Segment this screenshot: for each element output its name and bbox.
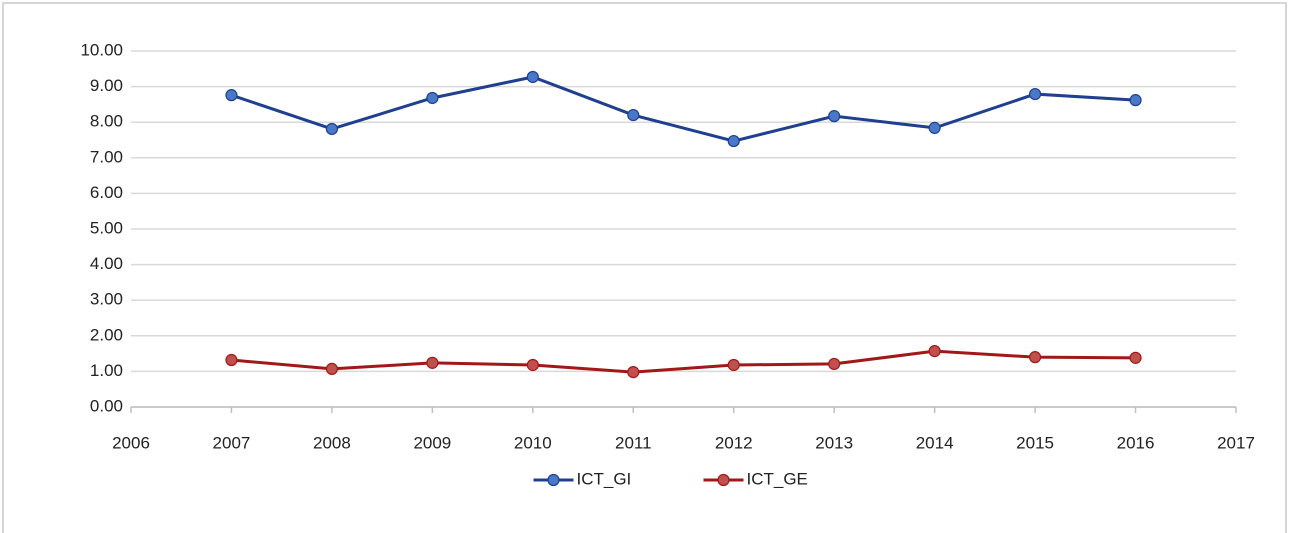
y-tick-label: 7.00 bbox=[90, 147, 123, 166]
x-tick-label: 2009 bbox=[413, 433, 451, 452]
data-point bbox=[627, 366, 640, 379]
x-tick-label: 2011 bbox=[615, 433, 652, 452]
x-tick-label: 2015 bbox=[1016, 433, 1054, 452]
x-tick-label: 2010 bbox=[514, 433, 552, 452]
data-point bbox=[225, 89, 238, 102]
data-point bbox=[1028, 351, 1042, 364]
data-point bbox=[325, 362, 339, 376]
x-tick-label: 2007 bbox=[213, 433, 251, 452]
data-point bbox=[526, 358, 539, 372]
data-point bbox=[325, 122, 339, 136]
y-tick-label: 3.00 bbox=[90, 290, 123, 309]
data-point bbox=[526, 70, 539, 84]
series-line bbox=[231, 349, 1136, 374]
y-tick-label: 2.00 bbox=[90, 325, 123, 344]
legend-marker bbox=[717, 473, 730, 487]
y-tick-label: 8.00 bbox=[90, 112, 123, 131]
data-point bbox=[627, 108, 640, 122]
x-tick-label: 2014 bbox=[916, 433, 954, 452]
data-point bbox=[426, 356, 439, 369]
y-tick-label: 6.00 bbox=[90, 183, 123, 202]
data-point bbox=[727, 358, 740, 372]
x-tick-label: 2006 bbox=[112, 433, 150, 452]
x-tick-label: 2013 bbox=[815, 433, 853, 452]
legend-marker bbox=[547, 473, 560, 487]
data-point bbox=[1129, 351, 1142, 364]
data-point bbox=[1129, 94, 1142, 107]
x-tick-label: 2012 bbox=[715, 433, 753, 452]
legend-label: ICT_GI bbox=[577, 469, 632, 488]
data-point bbox=[727, 134, 740, 148]
x-tick-label: 2017 bbox=[1217, 433, 1255, 452]
x-tick-label: 2016 bbox=[1117, 433, 1155, 452]
y-tick-label: 5.00 bbox=[90, 218, 123, 237]
data-point bbox=[828, 357, 841, 371]
data-point bbox=[928, 345, 941, 358]
y-tick-label: 9.00 bbox=[90, 76, 123, 95]
data-point bbox=[828, 110, 841, 123]
data-point bbox=[426, 91, 439, 105]
data-point bbox=[1028, 87, 1042, 101]
series-line bbox=[230, 75, 1136, 143]
legend-label: ICT_GE bbox=[747, 469, 808, 488]
y-tick-label: 0.00 bbox=[90, 396, 123, 415]
data-point bbox=[928, 121, 941, 134]
data-point bbox=[225, 353, 238, 367]
y-tick-label: 1.00 bbox=[90, 361, 123, 380]
y-tick-label: 4.00 bbox=[90, 254, 123, 273]
x-tick-label: 2008 bbox=[313, 433, 351, 452]
y-tick-label: 10.00 bbox=[80, 40, 123, 59]
